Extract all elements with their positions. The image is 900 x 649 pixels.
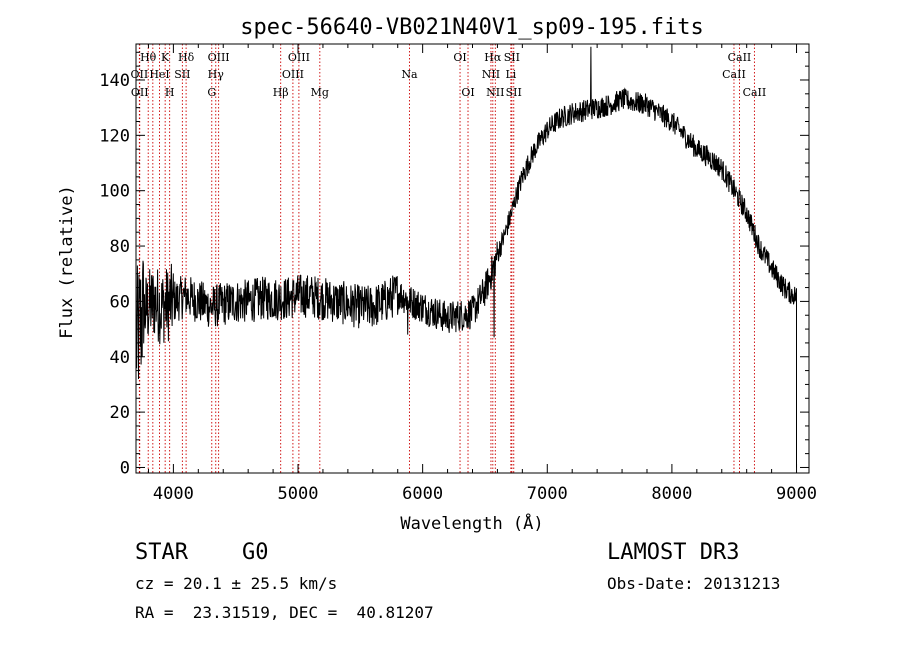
x-tick-label: 8000 — [651, 484, 692, 504]
line-label: Hα — [484, 51, 502, 64]
line-label: CaII — [743, 86, 767, 99]
object-class: STAR — [135, 540, 188, 565]
x-tick-label: 4000 — [153, 484, 194, 504]
line-label: SII — [504, 51, 520, 64]
y-axis-label: Flux (relative) — [57, 185, 77, 339]
survey-name: LAMOST DR3 — [607, 540, 740, 565]
line-label: NII — [482, 68, 500, 81]
line-label: CaII — [728, 51, 752, 64]
plot-frame — [135, 43, 810, 474]
line-label: Hγ — [208, 68, 225, 81]
line-label: OIII — [282, 68, 304, 81]
line-label: SII — [506, 86, 522, 99]
y-tick-label: 60 — [110, 292, 130, 312]
y-tick-label: 100 — [99, 182, 130, 202]
line-label: SII — [174, 68, 190, 81]
y-tick-label: 80 — [110, 237, 130, 257]
sky-coordinates: RA = 23.31519, DEC = 40.81207 — [135, 603, 434, 622]
line-label: OIII — [288, 51, 310, 64]
line-label: HeI — [149, 68, 169, 81]
line-label: CaII — [722, 68, 746, 81]
line-label: Li — [505, 68, 516, 81]
x-tick-label: 9000 — [776, 484, 817, 504]
axes: 4000 5000 6000 7000 8000 9000 0 20 40 60 80 100 120 1… — [99, 44, 817, 504]
line-label: OI — [453, 51, 466, 64]
y-tick-label: 120 — [99, 126, 130, 146]
x-tick-label: 7000 — [527, 484, 568, 504]
line-label: G — [207, 86, 216, 99]
line-label: OII — [131, 68, 149, 81]
line-label: Mg — [311, 86, 329, 99]
line-label: NII — [486, 86, 504, 99]
line-label: Hθ — [140, 51, 157, 64]
x-axis-label: Wavelength (Å) — [400, 512, 543, 534]
line-label: H — [165, 86, 175, 99]
line-label: OII — [131, 86, 149, 99]
y-tick-label: 20 — [110, 403, 130, 423]
line-label: Hδ — [178, 51, 195, 64]
line-label: Hβ — [273, 86, 289, 99]
redshift-cz: cz = 20.1 ± 25.5 km/s — [135, 574, 338, 593]
y-tick-label: 0 — [120, 458, 130, 478]
observation-date: Obs-Date: 20131213 — [607, 574, 781, 593]
line-label: K — [161, 51, 170, 64]
x-tick-label: 6000 — [402, 484, 443, 504]
line-label: OI — [461, 86, 474, 99]
object-subclass: G0 — [242, 540, 269, 565]
y-tick-label: 140 — [99, 71, 130, 91]
line-label: OIII — [208, 51, 230, 64]
spectrum-series — [135, 46, 797, 468]
line-label: Na — [401, 68, 418, 81]
chart-title: spec-56640-VB021N40V1_sp09-195.fits — [240, 15, 704, 40]
spectrum-line — [135, 46, 797, 468]
x-tick-label: 5000 — [278, 484, 319, 504]
y-tick-label: 40 — [110, 348, 130, 368]
